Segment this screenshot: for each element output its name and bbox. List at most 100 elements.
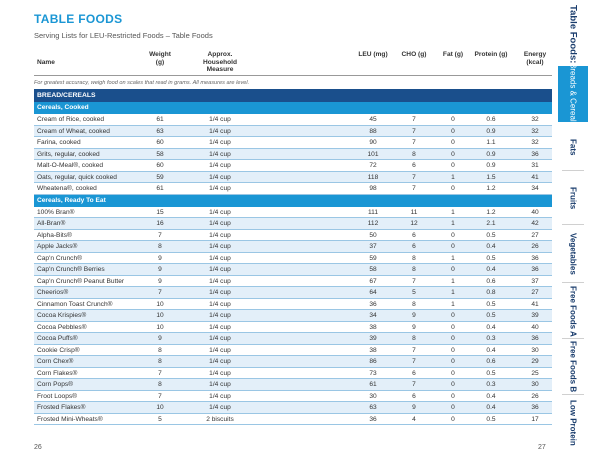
household-measure: 1/4 cup [209, 289, 231, 296]
food-name: Farina, cooked [37, 139, 81, 146]
weight-value: 8 [158, 243, 162, 250]
leu-value: 90 [369, 139, 377, 146]
fat-value: 1 [451, 300, 455, 308]
cho-value: 7 [412, 139, 416, 146]
fat-value: 1 [451, 208, 455, 216]
protein-value: 0.9 [486, 162, 496, 169]
table-row: Cap'n Crunch® Peanut Butter 9 1/4 cup 67 7 1 0… [34, 276, 552, 287]
tab-fats-label: Fats [568, 138, 578, 156]
household-measure: 1/4 cup [209, 254, 231, 262]
leu-value: 64 [369, 289, 377, 296]
household-measure: 1/4 cup [209, 335, 231, 342]
fat-value: 0 [451, 162, 455, 169]
fat-value: 1 [451, 289, 455, 296]
table-row: Cinnamon Toast Crunch® 10 1/4 cup 36 8 1 0.5 41 [34, 299, 552, 310]
tab-fats[interactable]: Fats [558, 124, 588, 170]
tab-divider [562, 394, 584, 395]
tab-vegetables[interactable]: Vegetables [558, 226, 588, 282]
household-measure: 1/4 cup [209, 139, 231, 146]
cho-value: 8 [412, 254, 416, 262]
household-measure: 1/4 cup [209, 162, 231, 169]
protein-value: 0.4 [486, 243, 496, 250]
protein-value: 1.1 [486, 139, 496, 146]
food-name: Oats, regular, quick cooked [37, 173, 117, 181]
tab-free-foods-b[interactable]: Free Foods B [558, 340, 588, 394]
weight-value: 15 [156, 208, 164, 216]
energy-value: 41 [531, 173, 539, 181]
leu-value: 36 [369, 300, 377, 308]
cho-value: 8 [412, 266, 416, 273]
protein-value: 0.6 [486, 358, 496, 365]
tab-divider [562, 170, 584, 171]
food-name: Cream of Wheat, cooked [37, 127, 110, 135]
energy-value: 26 [531, 392, 539, 400]
food-name: Corn Chex® [37, 358, 74, 365]
energy-value: 32 [531, 116, 539, 123]
tab-low-protein-label: Low Protein [568, 400, 578, 446]
food-name: Wheatena®, cooked [37, 185, 97, 192]
tab-low-protein[interactable]: Low Protein [558, 396, 588, 450]
tab-free-foods-a[interactable]: Free Foods A [558, 284, 588, 338]
weight-value: 58 [156, 150, 164, 158]
cho-value: 6 [412, 369, 416, 377]
tab-fruits-label: Fruits [568, 186, 578, 210]
energy-value: 26 [531, 243, 539, 250]
weight-value: 8 [158, 358, 162, 365]
household-measure: 1/4 cup [209, 369, 231, 377]
protein-value: 0.3 [486, 335, 496, 342]
leu-value: 86 [369, 358, 377, 365]
leu-value: 30 [369, 392, 377, 400]
tab-divider [562, 282, 584, 283]
table-row: Grits, regular, cooked 58 1/4 cup 101 8 0 0.9 3… [34, 148, 552, 160]
household-measure: 1/4 cup [209, 300, 231, 308]
fat-value: 0 [451, 139, 455, 146]
leu-value: 38 [369, 346, 377, 354]
section-bread-cereals: BREAD/CEREALS [34, 89, 552, 102]
table-header: Name Weight (g) Approx. Household Measur… [34, 50, 552, 76]
table-row: Froot Loops® 7 1/4 cup 30 6 0 0.4 26 [34, 391, 552, 402]
fat-value: 1 [451, 220, 455, 227]
weight-value: 10 [156, 300, 164, 308]
weight-value: 10 [156, 312, 164, 319]
table-row: Malt-O-Meal®, cooked 60 1/4 cup 72 6 0 0.9 31 [34, 160, 552, 172]
tab-divider [562, 338, 584, 339]
weight-value: 59 [156, 173, 164, 181]
protein-value: 0.9 [486, 127, 496, 135]
table-row: Alpha-Bits® 7 1/4 cup 50 6 0 0.5 27 [34, 230, 552, 241]
cooked-rows: Cream of Rice, cooked 61 1/4 cup 45 7 0 0.6 32 C… [34, 114, 552, 195]
food-name: Grits, regular, cooked [37, 150, 100, 158]
cho-value: 6 [412, 231, 416, 239]
page-subtitle: Serving Lists for LEU-Restricted Foods –… [34, 31, 213, 40]
energy-value: 42 [531, 220, 539, 227]
protein-value: 0.8 [486, 289, 496, 296]
leu-value: 39 [369, 335, 377, 342]
protein-value: 0.4 [486, 323, 496, 331]
leu-value: 101 [367, 150, 379, 158]
energy-value: 36 [531, 404, 539, 411]
fat-value: 0 [451, 185, 455, 192]
table-row: Wheatena®, cooked 61 1/4 cup 98 7 0 1.2 34 [34, 183, 552, 195]
energy-value: 36 [531, 335, 539, 342]
fat-value: 0 [451, 369, 455, 377]
protein-value: 0.6 [486, 116, 496, 123]
energy-value: 31 [531, 162, 539, 169]
table-row: Corn Pops® 8 1/4 cup 61 7 0 0.3 30 [34, 379, 552, 391]
food-name: 100% Bran® [37, 208, 75, 216]
protein-value: 1.2 [486, 185, 496, 192]
table-row: Oats, regular, quick cooked 59 1/4 cup 118 7… [34, 171, 552, 183]
food-name: All-Bran® [37, 220, 66, 227]
food-name: Cheerios® [37, 289, 69, 296]
leu-value: 118 [367, 173, 379, 181]
energy-value: 41 [531, 300, 539, 308]
leu-value: 111 [367, 208, 379, 216]
fat-value: 0 [451, 116, 455, 123]
tab-fruits[interactable]: Fruits [558, 172, 588, 224]
tab-breads-cereals[interactable]: Breads & Cereals [558, 63, 588, 125]
protein-value: 0.4 [486, 392, 496, 400]
food-name: Frosted Mini-Wheats® [37, 415, 103, 423]
cho-value: 5 [412, 289, 416, 296]
household-measure: 1/4 cup [209, 381, 231, 388]
table-row: Cocoa Puffs® 9 1/4 cup 39 8 0 0.3 36 [34, 333, 552, 345]
table-row: 100% Bran® 15 1/4 cup 111 11 1 1.2 40 [34, 207, 552, 218]
header-name: Name [37, 59, 55, 66]
